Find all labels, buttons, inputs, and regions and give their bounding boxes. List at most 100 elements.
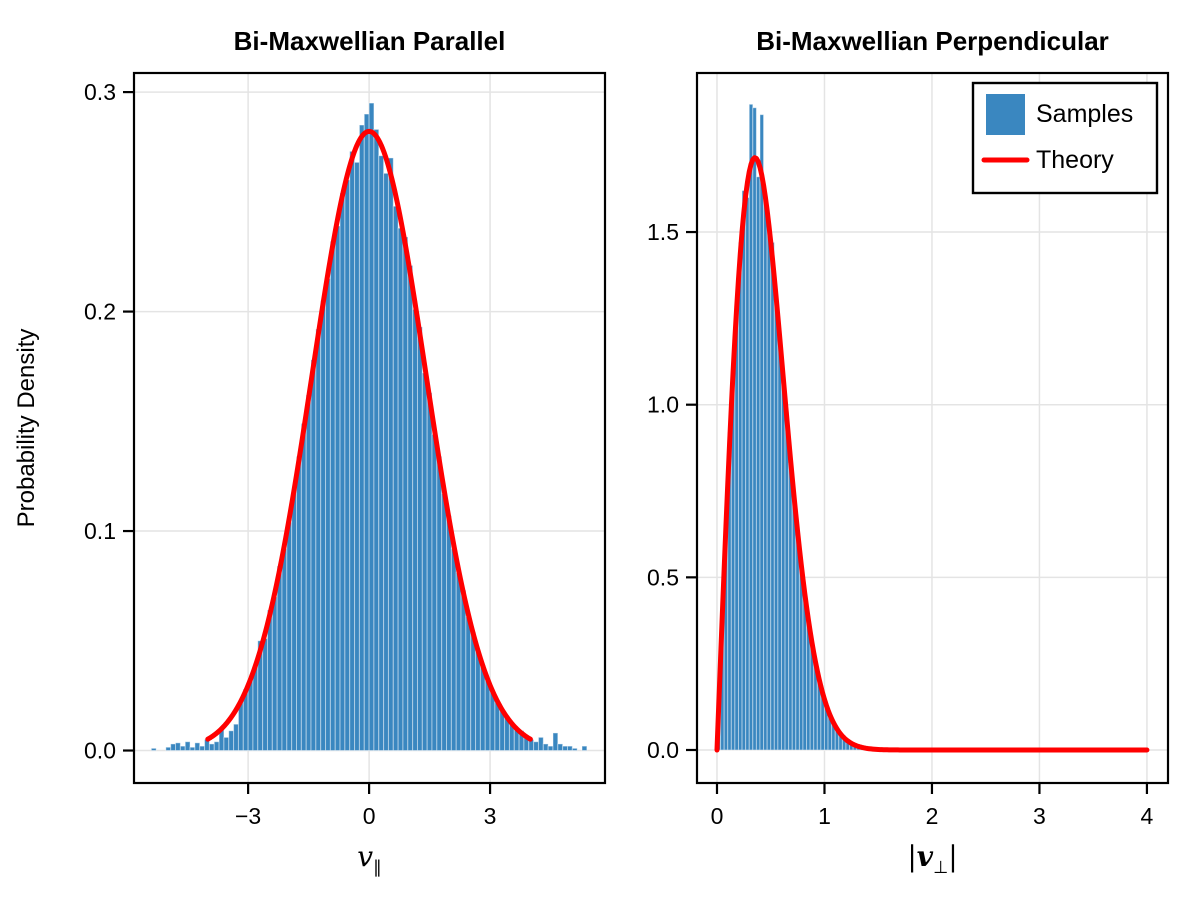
theory-curve: [714, 155, 1150, 753]
histogram-bar: [223, 736, 230, 752]
axis-frame: [132, 71, 607, 785]
histogram-bar: [189, 746, 196, 752]
y-tick-label: 1.0: [647, 392, 679, 418]
histogram-bar: [315, 328, 322, 752]
histogram-bar: [755, 176, 761, 751]
histogram-bar: [484, 679, 491, 752]
histogram-bar: [368, 102, 375, 752]
histogram-bar: [213, 741, 220, 752]
theory-curve: [205, 128, 533, 742]
histogram-bar: [310, 359, 317, 752]
histogram-bar: [286, 521, 293, 752]
histogram-bar: [175, 742, 181, 752]
x-axis-label: v∥: [357, 840, 382, 878]
histogram-bar: [759, 114, 765, 751]
histogram-bar: [407, 264, 414, 752]
histogram-bar: [358, 124, 365, 752]
histogram-bar: [150, 747, 157, 752]
histogram-bar: [300, 423, 307, 752]
histogram-bar: [184, 741, 191, 752]
histogram-bar: [228, 730, 235, 752]
histogram-bar: [305, 394, 312, 752]
histogram-bar: [763, 197, 768, 751]
histogram-bar: [339, 192, 346, 752]
histogram-bar: [392, 205, 399, 752]
histogram-bar: [773, 300, 779, 751]
histogram-bar: [741, 190, 747, 751]
histogram-bar: [450, 548, 457, 752]
histogram-bar: [252, 666, 259, 752]
x-tick-label: 2: [926, 803, 939, 829]
histogram-bar: [542, 743, 549, 752]
histogram-bar: [271, 596, 278, 752]
x-tick-label: 0: [363, 803, 376, 829]
legend-swatch: [986, 94, 1025, 135]
histogram-bar: [581, 745, 588, 752]
panel-title: Bi-Maxwellian Perpendicular: [756, 26, 1109, 56]
y-tick-label: 0.3: [84, 79, 116, 105]
histogram-bar: [777, 328, 782, 751]
histogram-bar: [281, 548, 288, 752]
histogram-bar: [766, 224, 772, 751]
histogram-bar: [378, 155, 385, 752]
histogram-bar: [465, 616, 472, 752]
histogram-bar: [737, 241, 743, 751]
panel-1: 0 1 2 3 4 0.0 0.5 1.0 1.5 Bi-Maxwellian Perpendic…: [647, 26, 1170, 878]
histogram-bar: [562, 745, 568, 752]
histogram-bar: [354, 161, 360, 752]
histogram-bar: [363, 113, 370, 752]
histogram-bar: [233, 723, 239, 752]
histogram-bar: [329, 240, 336, 752]
histogram-bar: [421, 372, 428, 752]
histogram-bar: [455, 572, 462, 752]
x-tick-label: 0: [711, 803, 724, 829]
histogram-bar: [460, 589, 467, 752]
y-tick-label: 0.5: [647, 564, 679, 590]
histogram-bar: [194, 742, 201, 752]
histogram-bar: [416, 326, 423, 752]
histogram-bar: [533, 741, 539, 752]
histogram-bar: [734, 317, 739, 751]
histogram-bar: [344, 179, 351, 752]
histogram-bar: [446, 515, 452, 752]
histogram-bar: [237, 701, 244, 752]
histogram-bar: [291, 491, 298, 752]
y-tick-label: 0.2: [84, 299, 116, 325]
histogram-bar: [349, 150, 356, 752]
histogram-bar: [262, 638, 268, 752]
x-tick-label: 4: [1141, 803, 1154, 829]
axis-frame: [695, 71, 1170, 785]
histogram-bar: [537, 736, 544, 752]
histogram-bar: [745, 197, 750, 751]
legend-label: Theory: [1036, 146, 1114, 174]
legend: Samples Theory: [971, 81, 1159, 195]
x-tick-label: −3: [235, 803, 261, 829]
histogram-bar: [571, 747, 578, 752]
histogram-bar: [770, 241, 775, 751]
panel-title: Bi-Maxwellian Parallel: [234, 26, 506, 56]
histogram-bar: [276, 565, 283, 752]
histogram-bar: [397, 227, 404, 752]
legend-label: Samples: [1036, 100, 1133, 128]
y-tick-label: 0.1: [84, 518, 116, 544]
histogram-bar: [748, 103, 754, 751]
histogram-bar: [494, 701, 501, 752]
histogram-bar: [208, 743, 215, 752]
y-tick-label: 0.0: [84, 738, 116, 764]
x-axis-label: |v⊥|: [907, 840, 957, 878]
histogram-bar: [199, 745, 206, 752]
histogram-bar: [784, 411, 790, 751]
histogram-bar: [441, 493, 448, 752]
histogram-bar: [296, 455, 302, 752]
histogram-bar: [788, 462, 793, 751]
histogram-bar: [383, 172, 389, 752]
histogram-bar: [436, 455, 443, 752]
histogram-bar: [431, 433, 438, 752]
histogram-bar: [795, 535, 800, 751]
histogram-bar: [334, 225, 341, 752]
panel-0: −3 0 3 0.0 0.1 0.2 0.3 Bi-Maxwellian Parallel Pr…: [13, 26, 607, 878]
histogram-bar: [373, 128, 380, 752]
histogram-bar: [402, 236, 409, 752]
